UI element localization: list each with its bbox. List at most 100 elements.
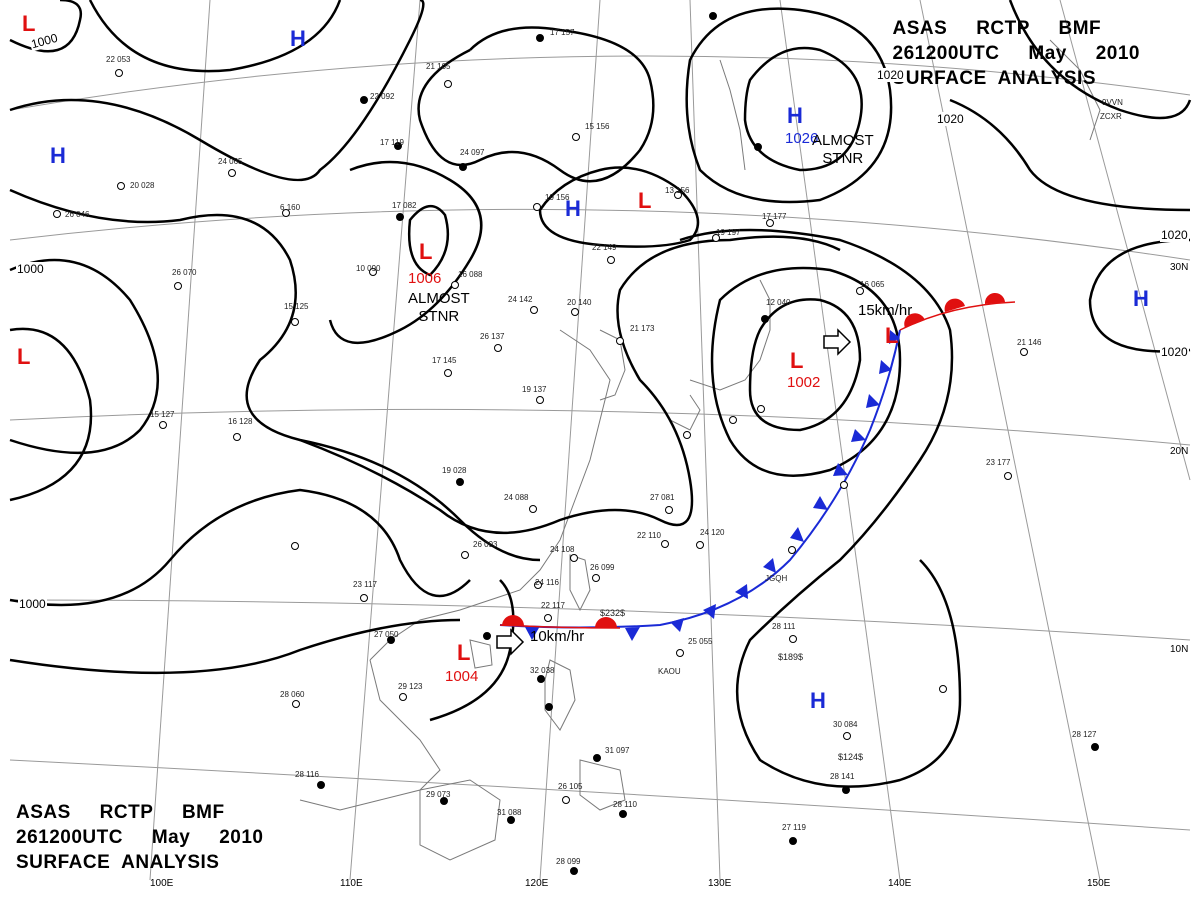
station-temperature: 24 — [218, 157, 227, 166]
station-pressure: 028 — [141, 181, 155, 190]
station-plot: 17 082 — [392, 201, 417, 210]
parallel-20n — [9, 408, 1191, 446]
lon-label-130e: 130E — [708, 878, 732, 889]
low-pressure-value-7: 1004 — [445, 668, 479, 685]
station-temperature: 26 — [480, 332, 489, 341]
low-center-5: L — [790, 348, 804, 373]
station-temperature: 22 — [370, 92, 379, 101]
motion-arrow-east — [823, 328, 852, 356]
station-pressure: 156 — [556, 193, 570, 202]
meridian-160e — [1059, 0, 1191, 481]
station-pressure: 128 — [239, 417, 253, 426]
station-plot: 26 105 — [558, 782, 583, 791]
station-temperature: 19 — [522, 385, 531, 394]
station-plot: 20 140 — [567, 298, 592, 307]
station-pressure: 092 — [381, 92, 395, 101]
cold-front-barbs — [525, 330, 900, 641]
korea-peninsula — [599, 329, 626, 401]
station-pressure: 038 — [541, 666, 555, 675]
station-pressure: 099 — [601, 563, 615, 572]
station-plot: 21 146 — [1017, 338, 1042, 347]
lat-label-20n: 20N — [1170, 446, 1189, 457]
station-temperature: 26 — [590, 563, 599, 572]
station-temperature: 15 — [585, 122, 594, 131]
station-temperature: 29 — [426, 790, 435, 799]
station-pressure: 137 — [491, 332, 505, 341]
station-temperature: 13 — [665, 186, 674, 195]
header-line-2: 261200UTC May 2010 — [892, 43, 1140, 64]
high-status-4: ALMOST STNR — [812, 132, 874, 167]
station-plot: 27 050 — [374, 630, 399, 639]
station-pressure: 070 — [183, 268, 197, 277]
station-temperature: 17 — [392, 201, 401, 210]
isobar-label-1000-w: 1000 — [16, 262, 45, 276]
station-plot: 19 197 — [716, 228, 741, 237]
station-tag-2: $189$ — [778, 652, 804, 662]
meridian-110e — [349, 0, 421, 881]
station-pressure: 110 — [648, 531, 661, 540]
isobar-1020-far-ne — [949, 98, 1191, 212]
station-temperature: 17 — [380, 138, 389, 147]
isobar-ring-nw — [88, 0, 342, 73]
station-temperature: 17 — [762, 212, 771, 221]
station-plot: 26 093 — [473, 540, 498, 549]
station-plot: 20 028 — [130, 181, 155, 190]
indochina — [299, 659, 441, 811]
header-line-3-dup: SURFACE ANALYSIS — [16, 852, 220, 873]
station-plot: 31 097 — [605, 746, 630, 755]
station-plot: 32 038 — [530, 666, 555, 675]
taiwan — [569, 554, 591, 612]
isobar-1000-w — [9, 258, 160, 455]
isobar-central-ring — [328, 160, 483, 345]
station-temperature: 21 — [1017, 338, 1026, 347]
station-plot: 31 088 — [497, 808, 522, 817]
station-plot: 17 119 — [380, 138, 404, 147]
station-pressure: 105 — [437, 62, 451, 71]
isobar-label-1020-ne-2: 1020 — [936, 112, 965, 126]
low-pressure-value-3: 1006 — [408, 270, 442, 287]
isobar-1020-east — [1088, 238, 1191, 353]
station-pressure: 073 — [437, 790, 451, 799]
header-line-1: ASAS RCTP BMF — [892, 18, 1102, 39]
station-pressure: 028 — [453, 466, 467, 475]
parallel-0 — [9, 759, 1191, 831]
isobar-low-outer — [679, 228, 962, 788]
lon-label-100e: 100E — [150, 878, 174, 889]
station-pressure: 127 — [1083, 730, 1097, 739]
station-temperature: 25 — [688, 637, 697, 646]
station-plot: 28 127 — [1072, 730, 1097, 739]
station-tag-1: $232$ — [600, 608, 626, 618]
station-plot: 17 145 — [432, 356, 457, 365]
japan-kyushu — [669, 394, 701, 431]
station-plot: 10 090 — [356, 264, 381, 273]
station-pressure: 055 — [699, 637, 713, 646]
station-pressure: 123 — [409, 682, 423, 691]
station-temperature: 24 — [700, 528, 709, 537]
header-line-2-dup: 261200UTC May 2010 — [16, 827, 264, 848]
graticule — [9, 0, 1191, 881]
station-plot: 23 177 — [986, 458, 1011, 467]
station-plot: 15 127 — [150, 410, 175, 419]
station-pressure: 120 — [711, 528, 725, 537]
hainan — [469, 639, 493, 669]
high-center-5: H — [1133, 286, 1149, 311]
station-pressure: 146 — [1028, 338, 1042, 347]
isobar-low-1002-mid — [710, 266, 902, 477]
station-temperature: 28 — [1072, 730, 1081, 739]
isobar-central-south — [299, 235, 841, 535]
station-plot: 21 173 — [630, 324, 655, 333]
meridian-100e — [149, 0, 211, 881]
isobar-west-4 — [9, 618, 461, 675]
japan-honshu — [689, 279, 771, 391]
station-temperature: 22 — [106, 55, 115, 64]
station-pressure: 088 — [469, 270, 483, 279]
luzon — [544, 659, 576, 731]
station-temperature: 12 — [766, 298, 775, 307]
station-pressure: 137 — [533, 385, 547, 394]
station-temperature: 16 — [860, 280, 869, 289]
station-pressure: 111 — [783, 622, 796, 631]
station-temperature: 27 — [782, 823, 791, 832]
station-plot: 23 117 — [353, 580, 377, 589]
station-temperature: 31 — [497, 808, 506, 817]
